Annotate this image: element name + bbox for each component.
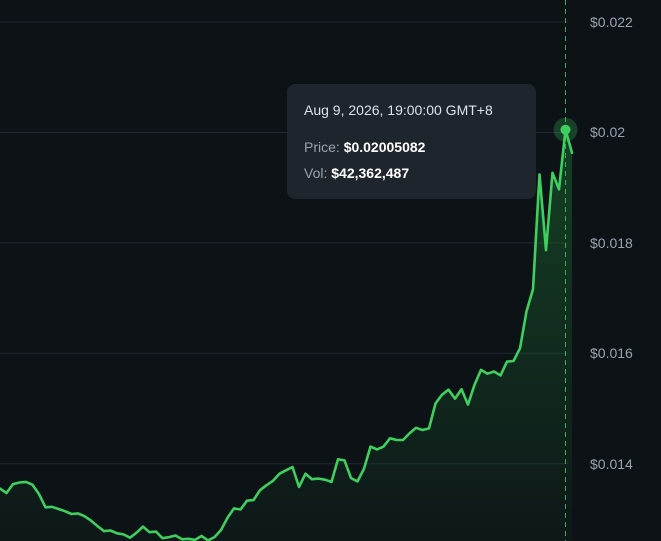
price-line (0, 128, 574, 541)
tooltip-price-row: Price: $0.02005082 (304, 138, 519, 156)
tooltip-price-label: Price: (304, 139, 340, 155)
price-tooltip: Aug 9, 2026, 19:00:00 GMT+8 Price: $0.02… (287, 84, 536, 199)
y-tick-label: $0.018 (590, 234, 633, 251)
y-tick-label: $0.02 (590, 124, 626, 141)
tooltip-price-value: $0.02005082 (343, 139, 426, 155)
y-tick-label: $0.016 (590, 345, 633, 362)
tooltip-volume-row: Vol: $42,362,487 (304, 164, 519, 182)
tooltip-volume-value: $42,362,487 (331, 165, 410, 181)
highlight-point[interactable] (560, 124, 571, 135)
tooltip-timestamp: Aug 9, 2026, 19:00:00 GMT+8 (304, 102, 493, 118)
y-tick-label: $0.022 (590, 14, 633, 31)
tooltip-volume-label: Vol: (304, 165, 328, 181)
price-area-fill (0, 129, 572, 541)
y-tick-label: $0.014 (590, 455, 633, 472)
